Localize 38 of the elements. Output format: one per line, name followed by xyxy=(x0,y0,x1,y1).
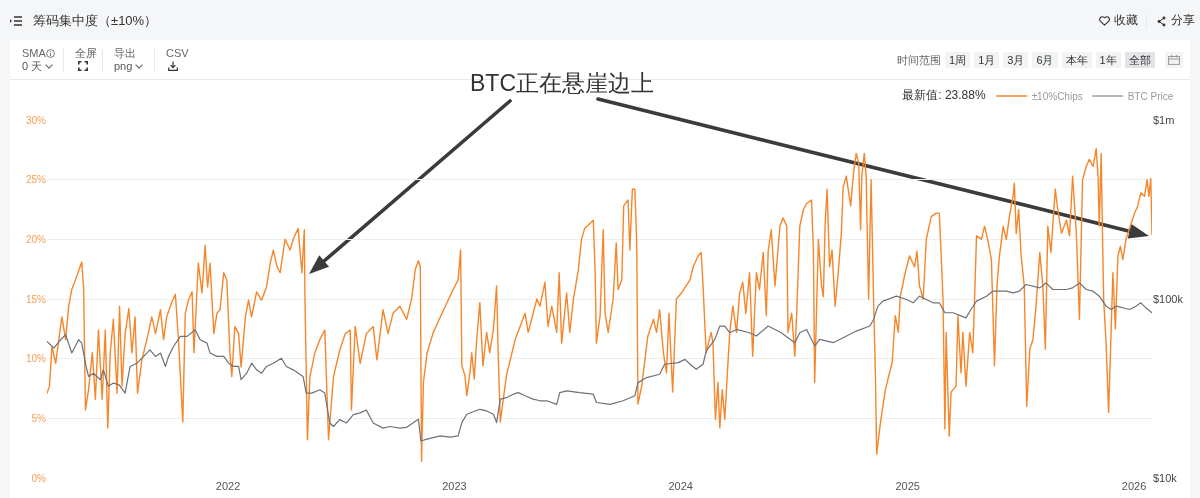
text: BTC正在悬崖边上 xyxy=(470,69,654,97)
legend-label: BTC Price xyxy=(1127,90,1174,102)
chart-title: 筹码集中度（±10%） xyxy=(33,12,158,29)
text: CSV xyxy=(166,46,189,60)
text: 1周 xyxy=(945,52,971,68)
y2-tick-label: $100k xyxy=(1153,292,1184,305)
text: 全部 xyxy=(1124,52,1155,68)
text: 1月 xyxy=(974,52,1000,68)
text: 全屏 xyxy=(75,46,97,60)
text: 收藏 xyxy=(1114,13,1138,28)
y-tick-label: 10% xyxy=(25,353,47,365)
x-tick-label: 2024 xyxy=(668,480,693,492)
x-tick-label: 2026 xyxy=(1121,480,1147,492)
line-series xyxy=(47,147,1152,462)
legend-label: ±10%Chips xyxy=(1031,90,1083,102)
y-tick-label: 20% xyxy=(25,233,47,245)
text: 本年 xyxy=(1061,52,1092,68)
y2-tick-label: $10k xyxy=(1153,471,1178,484)
text: png xyxy=(114,59,133,73)
text: 导出 xyxy=(114,46,136,60)
y-tick-label: 5% xyxy=(31,412,47,424)
y-tick-label: 0% xyxy=(31,472,47,484)
text: 0 天 xyxy=(22,59,43,73)
text: SMA xyxy=(22,46,46,60)
text: 分享 xyxy=(1171,13,1195,28)
x-tick-label: 2025 xyxy=(895,480,920,492)
line-series xyxy=(47,282,1152,442)
text: 时间范围 xyxy=(897,53,941,67)
text: 3月 xyxy=(1003,52,1029,68)
text: 最新值: 23.88% xyxy=(902,88,986,103)
text: 6月 xyxy=(1032,52,1058,68)
text: 1年 xyxy=(1095,52,1121,68)
y2-tick-label: $1m xyxy=(1153,113,1175,126)
y-tick-label: 25% xyxy=(25,174,47,186)
y-tick-label: 30% xyxy=(25,114,47,126)
x-tick-label: 2022 xyxy=(215,480,241,492)
y-tick-label: 15% xyxy=(25,293,47,305)
x-tick-label: 2023 xyxy=(442,480,467,492)
